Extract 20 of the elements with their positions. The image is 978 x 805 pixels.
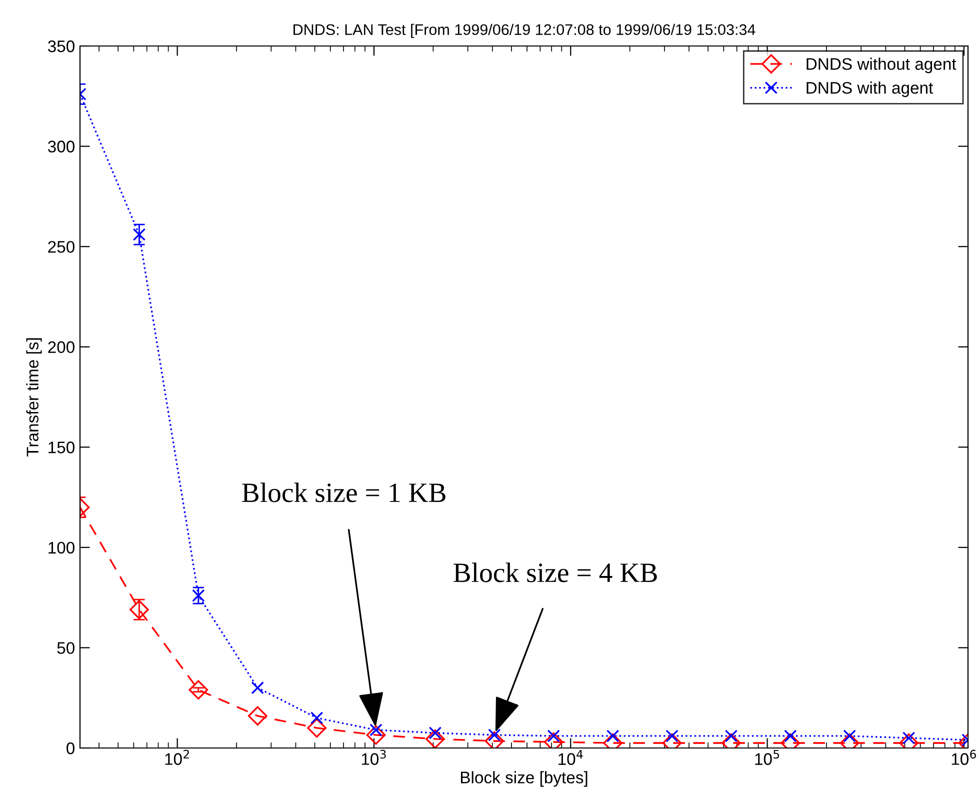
x-tick-label: 10$^{3}$ <box>362 750 386 765</box>
x-tick-label: 10$^{2}$ <box>165 750 189 765</box>
y-tick-label: 150 <box>48 442 74 454</box>
y-tick-label: 50 <box>57 642 74 654</box>
chart-title: DNDS: LAN Test [From 1999/06/19 12:07:08 to 1999/06/19 15:03:34 <box>294 24 756 38</box>
y-tick-label: 250 <box>48 240 74 253</box>
y-tick-label: 0 <box>66 742 74 754</box>
legend-label: DNDS without agent <box>806 58 956 74</box>
x-tick-label: 10$^{5}$ <box>755 750 780 765</box>
x-tick-label: 10$^{6}$ <box>952 750 976 765</box>
x-tick-label: 10$^{4}$ <box>558 750 583 765</box>
annotation: Block size = 4 KB <box>454 562 657 582</box>
x-axis-title: Block size [bytes] <box>460 771 588 787</box>
y-tick-label: 200 <box>48 341 74 354</box>
annotation: Block size = 1 KB <box>242 482 446 502</box>
y-tick-label: 100 <box>48 542 74 554</box>
y-axis-title: Transfer time [s] <box>26 338 42 457</box>
legend-label: DNDS with agent <box>806 82 934 98</box>
y-tick-label: 300 <box>48 140 74 152</box>
y-tick-label: 350 <box>48 40 74 52</box>
